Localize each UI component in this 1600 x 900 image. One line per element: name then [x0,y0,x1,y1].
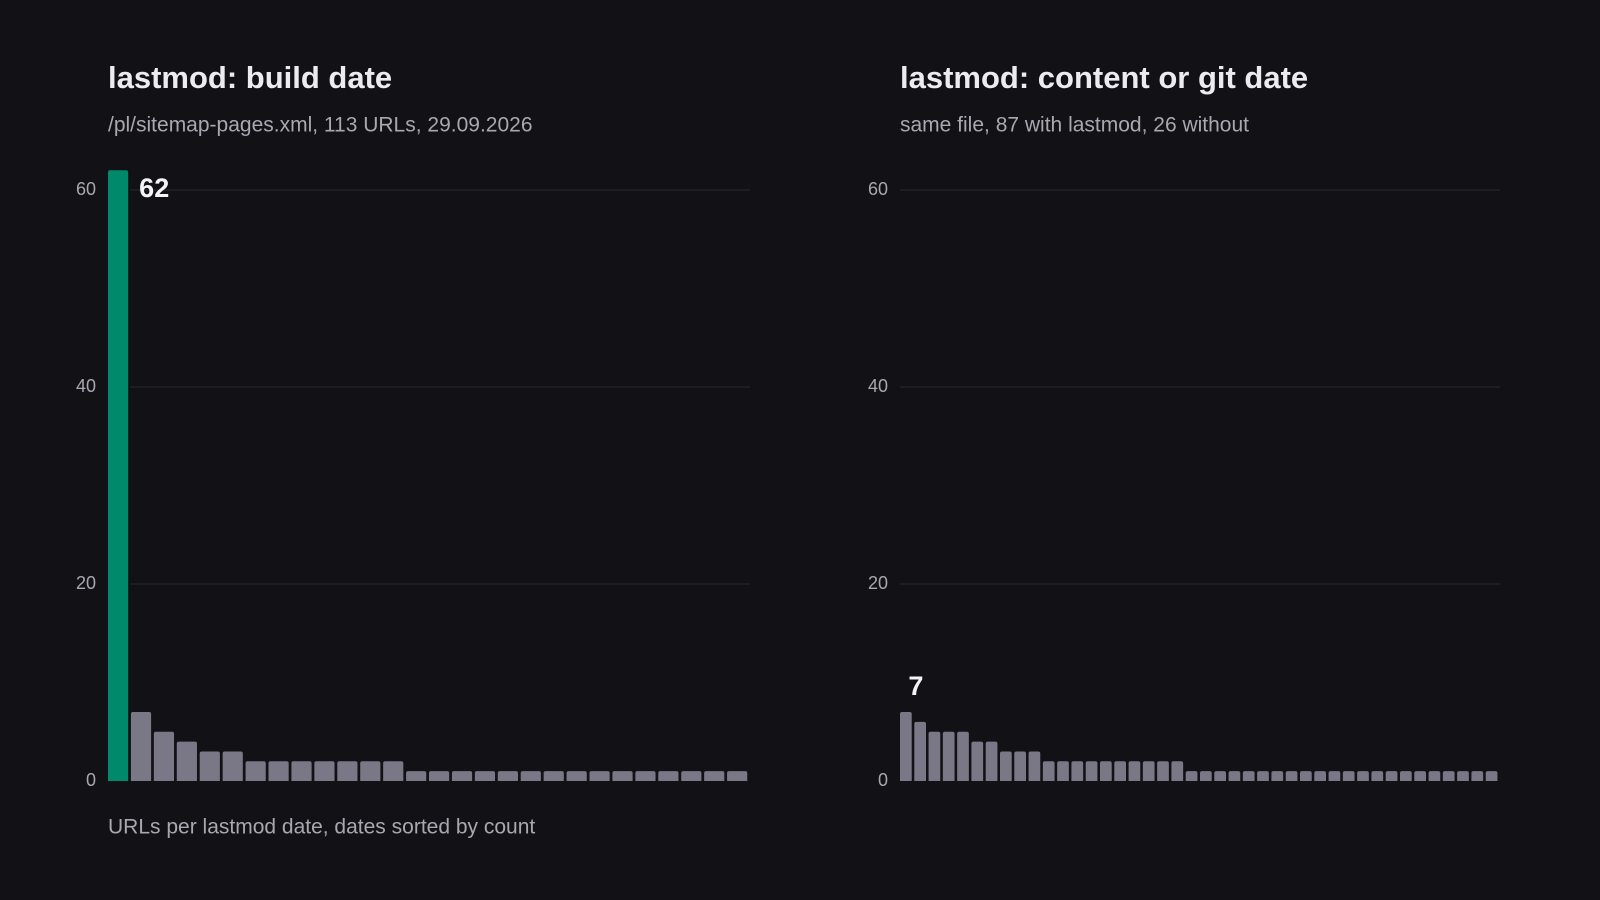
bar [928,731,941,781]
bar [1000,751,1012,781]
bar [383,761,404,781]
bar [153,731,175,781]
bar [985,741,998,781]
bar [1328,771,1341,781]
bar [658,771,679,781]
bar [957,731,969,781]
y-tick-label: 60 [868,179,888,199]
bar [1457,771,1469,781]
bar [429,771,450,781]
chart-subtitle: same file, 87 with lastmod, 26 without [900,114,1249,137]
bar [1342,771,1355,781]
data-label: 62 [139,173,169,203]
bar [1257,771,1269,781]
y-tick-label: 40 [76,376,96,396]
bar [704,771,725,781]
bar [268,761,289,781]
bar [942,731,955,781]
bar [1385,771,1398,781]
bar [520,771,541,781]
bar [1085,761,1098,781]
y-tick-label: 0 [878,770,888,790]
bar [589,771,610,781]
bar [1357,771,1369,781]
bar [1200,771,1212,781]
bar [1285,771,1298,781]
bar [497,771,518,781]
bar [1071,761,1084,781]
bar [1142,761,1155,781]
bar [176,741,197,781]
y-tick-label: 20 [76,573,96,593]
bar [1185,771,1198,781]
bar [1414,771,1426,781]
bar [245,761,266,781]
bar [1057,761,1069,781]
bar [727,771,748,781]
bar [1171,761,1184,781]
y-tick-label: 60 [76,179,96,199]
bar [360,761,381,781]
bar [222,751,243,781]
bar [1471,771,1484,781]
chart-title: lastmod: content or git date [900,60,1308,95]
bar [1442,771,1455,781]
bar [612,771,633,781]
chart-subtitle: /pl/sitemap-pages.xml, 113 URLs, 29.09.2… [108,114,533,137]
bar [1271,771,1284,781]
bar [406,771,427,781]
bar [914,721,926,781]
bar [1300,771,1312,781]
bar [1371,771,1384,781]
bar [451,771,473,781]
bar [314,761,335,781]
bar [1485,771,1498,781]
bar [1214,771,1226,781]
bar [199,751,220,781]
bar [1314,771,1326,781]
bar [1128,761,1141,781]
bar [1228,771,1241,781]
bar [1157,761,1169,781]
bar [1242,771,1255,781]
chart-note: URLs per lastmod date, dates sorted by c… [108,816,535,839]
bar [1114,761,1126,781]
bar [1428,771,1441,781]
bar [1400,771,1412,781]
bar [337,761,358,781]
bar [474,771,496,781]
bar [130,712,152,781]
y-tick-label: 0 [86,770,96,790]
bar [1014,751,1026,781]
bar [681,771,702,781]
bar [108,170,129,782]
bar [1100,761,1112,781]
bar [900,712,912,781]
y-tick-label: 40 [868,376,888,396]
bar [543,771,564,781]
data-label: 7 [908,671,923,701]
bar [566,771,587,781]
chart-title: lastmod: build date [108,60,392,95]
bar [635,771,656,781]
bar [971,741,984,781]
y-tick-label: 20 [868,573,888,593]
bar [291,761,312,781]
bar [1042,761,1055,781]
bar [1028,751,1041,781]
